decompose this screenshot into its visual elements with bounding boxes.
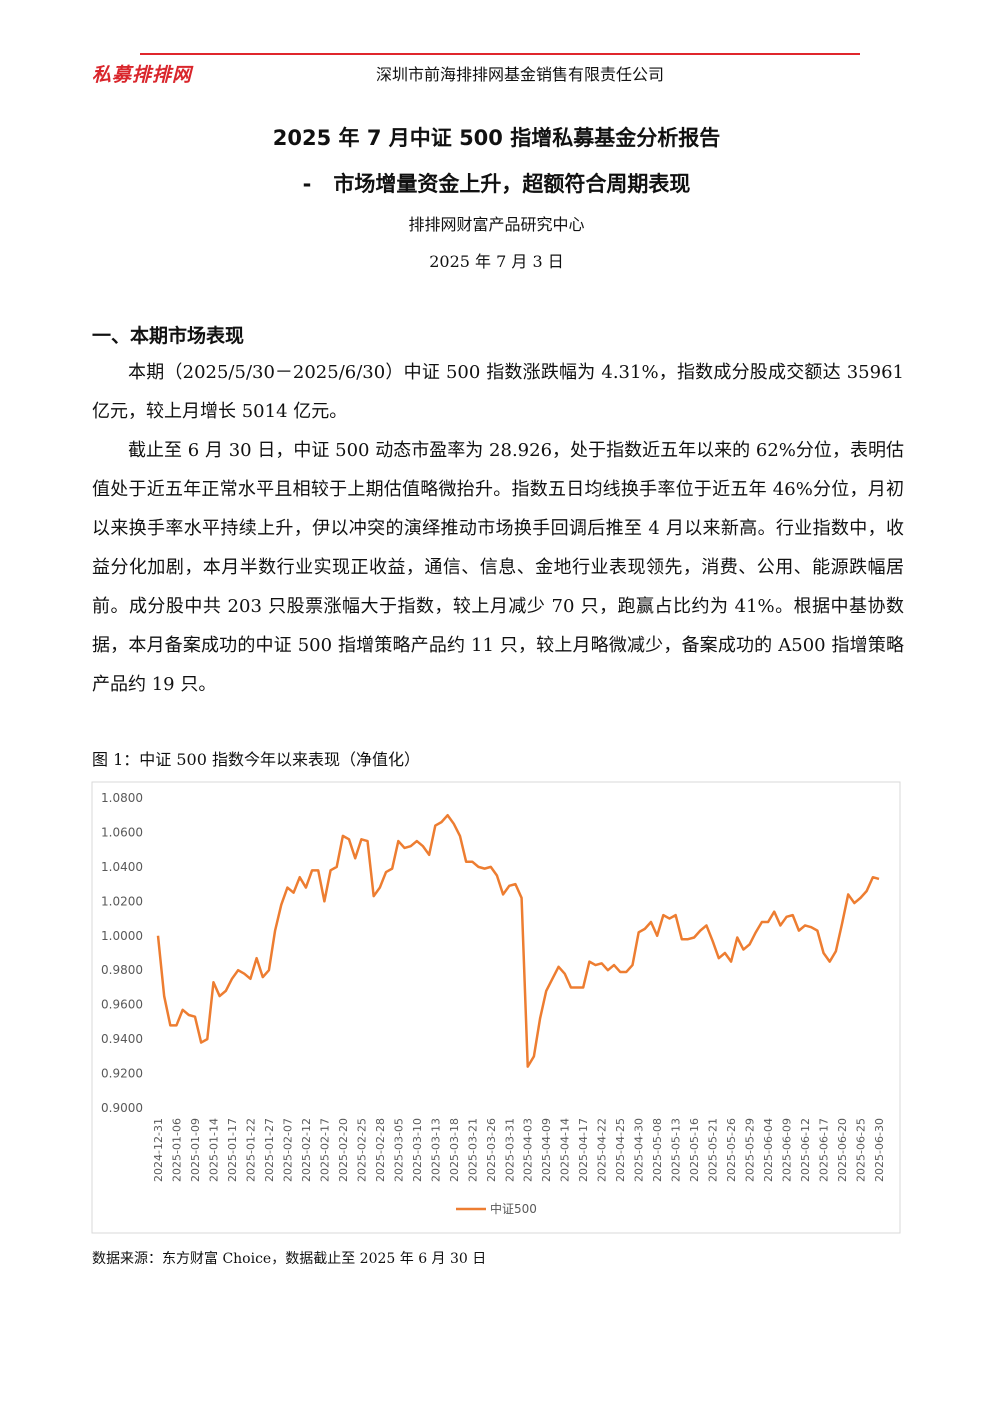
report-date: 2025 年 7 月 3 日 — [429, 252, 564, 271]
x-tick-label: 2025-04-25 — [614, 1118, 627, 1182]
legend-label: 中证500 — [490, 1201, 537, 1216]
x-tick-label: 2025-04-14 — [559, 1118, 572, 1182]
organization: 排排网财富产品研究中心 — [408, 215, 585, 234]
x-tick-label: 2025-04-30 — [633, 1118, 646, 1182]
report-subtitle: - 市场增量资金上升，超额符合周期表现 — [302, 172, 691, 196]
x-tick-label: 2025-04-03 — [522, 1118, 535, 1182]
x-tick-label: 2025-03-10 — [411, 1118, 424, 1182]
y-tick-label: 0.9400 — [101, 1032, 143, 1046]
paragraph: 截止至 6 月 30 日，中证 500 动态市盈率为 28.926，处于指数近五… — [92, 440, 904, 695]
y-tick-label: 0.9200 — [101, 1067, 143, 1081]
section-heading: 一、本期市场表现 — [92, 325, 245, 347]
x-tick-label: 2025-02-25 — [355, 1118, 368, 1182]
x-tick-label: 2025-02-12 — [300, 1118, 313, 1182]
x-tick-label: 2025-04-09 — [540, 1118, 553, 1182]
x-tick-label: 2025-05-16 — [688, 1118, 701, 1182]
y-tick-label: 0.9800 — [101, 963, 143, 977]
x-tick-label: 2025-06-30 — [873, 1118, 886, 1182]
x-tick-label: 2025-06-09 — [781, 1118, 794, 1182]
x-tick-label: 2025-02-28 — [374, 1118, 387, 1182]
x-tick-label: 2025-01-14 — [207, 1118, 220, 1182]
y-tick-label: 1.0600 — [101, 825, 143, 839]
y-tick-label: 0.9600 — [101, 998, 143, 1012]
x-tick-label: 2025-01-17 — [226, 1118, 239, 1182]
x-tick-label: 2025-03-05 — [392, 1118, 405, 1182]
x-tick-label: 2025-05-21 — [707, 1118, 720, 1182]
x-tick-label: 2025-06-20 — [836, 1118, 849, 1182]
logo: 私募排排网 — [92, 64, 193, 86]
x-tick-label: 2025-02-20 — [337, 1118, 350, 1182]
x-tick-label: 2025-05-08 — [651, 1118, 664, 1182]
x-tick-label: 2025-01-27 — [263, 1118, 276, 1182]
x-tick-label: 2025-06-25 — [855, 1118, 868, 1182]
x-tick-label: 2025-03-13 — [429, 1118, 442, 1182]
y-tick-label: 1.0200 — [101, 894, 143, 908]
company-name: 深圳市前海排排网基金销售有限责任公司 — [375, 65, 664, 84]
report-title: 2025 年 7 月中证 500 指增私募基金分析报告 — [272, 126, 721, 150]
chart-frame — [91, 781, 901, 1234]
figure-caption: 图 1：中证 500 指数今年以来表现（净值化） — [92, 750, 420, 769]
x-tick-label: 2025-05-26 — [725, 1118, 738, 1182]
paragraph: 本期（2025/5/30－2025/6/30）中证 500 指数涨跌幅为 4.3… — [92, 362, 904, 422]
x-tick-label: 2025-02-17 — [318, 1118, 331, 1182]
x-tick-label: 2025-01-06 — [170, 1118, 183, 1182]
x-tick-label: 2025-03-21 — [466, 1118, 479, 1182]
section-body: 本期（2025/5/30－2025/6/30）中证 500 指数涨跌幅为 4.3… — [92, 353, 904, 704]
x-tick-label: 2025-01-22 — [244, 1118, 257, 1182]
x-tick-label: 2025-04-22 — [596, 1118, 609, 1182]
x-tick-label: 2025-03-31 — [503, 1118, 516, 1182]
x-tick-label: 2025-04-17 — [577, 1118, 590, 1182]
header-rule — [140, 53, 860, 55]
x-tick-label: 2025-06-12 — [799, 1118, 812, 1182]
x-tick-label: 2025-06-17 — [818, 1118, 831, 1182]
data-source: 数据来源：东方财富 Choice，数据截止至 2025 年 6 月 30 日 — [92, 1251, 487, 1267]
x-tick-label: 2025-01-09 — [189, 1118, 202, 1182]
y-tick-label: 1.0000 — [101, 929, 143, 943]
y-tick-label: 1.0800 — [101, 791, 143, 805]
x-tick-label: 2025-03-18 — [448, 1118, 461, 1182]
x-tick-label: 2024-12-31 — [152, 1118, 165, 1182]
x-tick-label: 2025-03-26 — [485, 1118, 498, 1182]
x-tick-label: 2025-06-04 — [762, 1118, 775, 1182]
line-series — [156, 813, 880, 1068]
y-tick-label: 1.0400 — [101, 860, 143, 874]
x-tick-label: 2025-02-07 — [281, 1118, 294, 1182]
x-tick-label: 2025-05-13 — [670, 1118, 683, 1182]
x-tick-label: 2025-05-29 — [744, 1118, 757, 1182]
y-tick-label: 0.9000 — [101, 1101, 143, 1115]
